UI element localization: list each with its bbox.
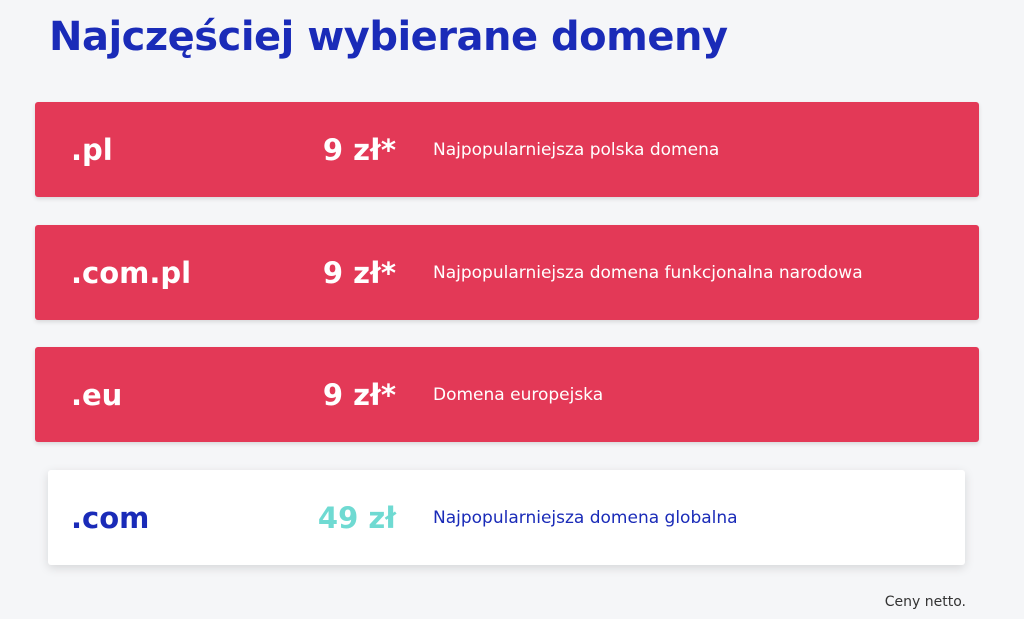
domain-row-com[interactable]: .com 49 zł Najpopularniejsza domena glob… bbox=[48, 470, 965, 565]
domain-row-com-pl[interactable]: .com.pl 9 zł* Najpopularniejsza domena f… bbox=[35, 225, 979, 320]
domain-name: .pl bbox=[71, 132, 113, 167]
domain-price: 9 zł* bbox=[322, 255, 396, 290]
page-title: Najczęściej wybierane domeny bbox=[49, 14, 728, 60]
domain-description: Najpopularniejsza domena funkcjonalna na… bbox=[433, 262, 863, 283]
domain-description: Domena europejska bbox=[433, 384, 604, 405]
domain-price: 9 zł* bbox=[322, 132, 396, 167]
domain-row-eu[interactable]: .eu 9 zł* Domena europejska bbox=[35, 347, 979, 442]
domain-name: .com.pl bbox=[71, 255, 192, 290]
domain-name: .eu bbox=[71, 377, 123, 412]
price-footnote: Ceny netto. bbox=[884, 594, 966, 610]
domain-price: 9 zł* bbox=[322, 377, 396, 412]
domain-price: 49 zł bbox=[317, 500, 396, 535]
domain-name: .com bbox=[71, 500, 150, 535]
domain-description: Najpopularniejsza polska domena bbox=[433, 139, 720, 160]
domain-description: Najpopularniejsza domena globalna bbox=[433, 507, 738, 528]
domain-row-pl[interactable]: .pl 9 zł* Najpopularniejsza polska domen… bbox=[35, 102, 979, 197]
